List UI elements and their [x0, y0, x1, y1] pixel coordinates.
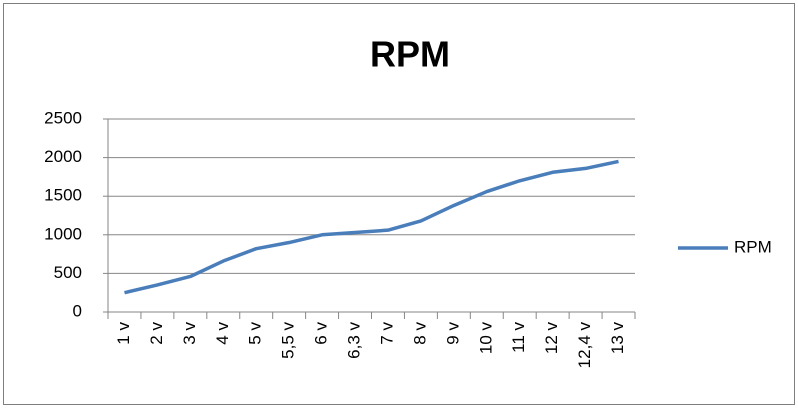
y-tick-label: 0 [73, 301, 82, 320]
x-tick-label: 12,4 v [575, 322, 594, 369]
legend-label: RPM [734, 237, 772, 256]
x-tick-label: 13 v [608, 322, 627, 355]
line-series [124, 159, 619, 295]
x-tick-label: 12 v [542, 322, 561, 355]
y-tick-label: 2000 [44, 147, 82, 166]
x-tick-label: 7 v [377, 322, 396, 345]
x-tick-label: 8 v [410, 322, 429, 345]
chart-title: RPM [370, 34, 450, 75]
y-tick-label: 2500 [44, 108, 82, 127]
x-tick-label: 1 v [114, 322, 133, 345]
y-tick-label: 500 [54, 263, 82, 282]
x-tick-label: 6 v [312, 322, 331, 345]
x-tick-label: 5 v [246, 322, 265, 345]
y-tick-label: 1000 [44, 224, 82, 243]
x-tick-label: 5,5 v [279, 322, 298, 359]
x-tick-label: 11 v [509, 322, 528, 353]
x-tick-label: 9 v [443, 322, 462, 345]
x-tick-label: 4 v [213, 322, 232, 345]
y-tick-label: 1500 [44, 186, 82, 205]
x-tick-label: 3 v [180, 322, 199, 345]
x-tick-label: 6,3 v [345, 322, 364, 359]
chart-border [3, 3, 795, 405]
x-tick-label: 10 v [476, 322, 495, 355]
x-tick-label: 2 v [147, 322, 166, 345]
